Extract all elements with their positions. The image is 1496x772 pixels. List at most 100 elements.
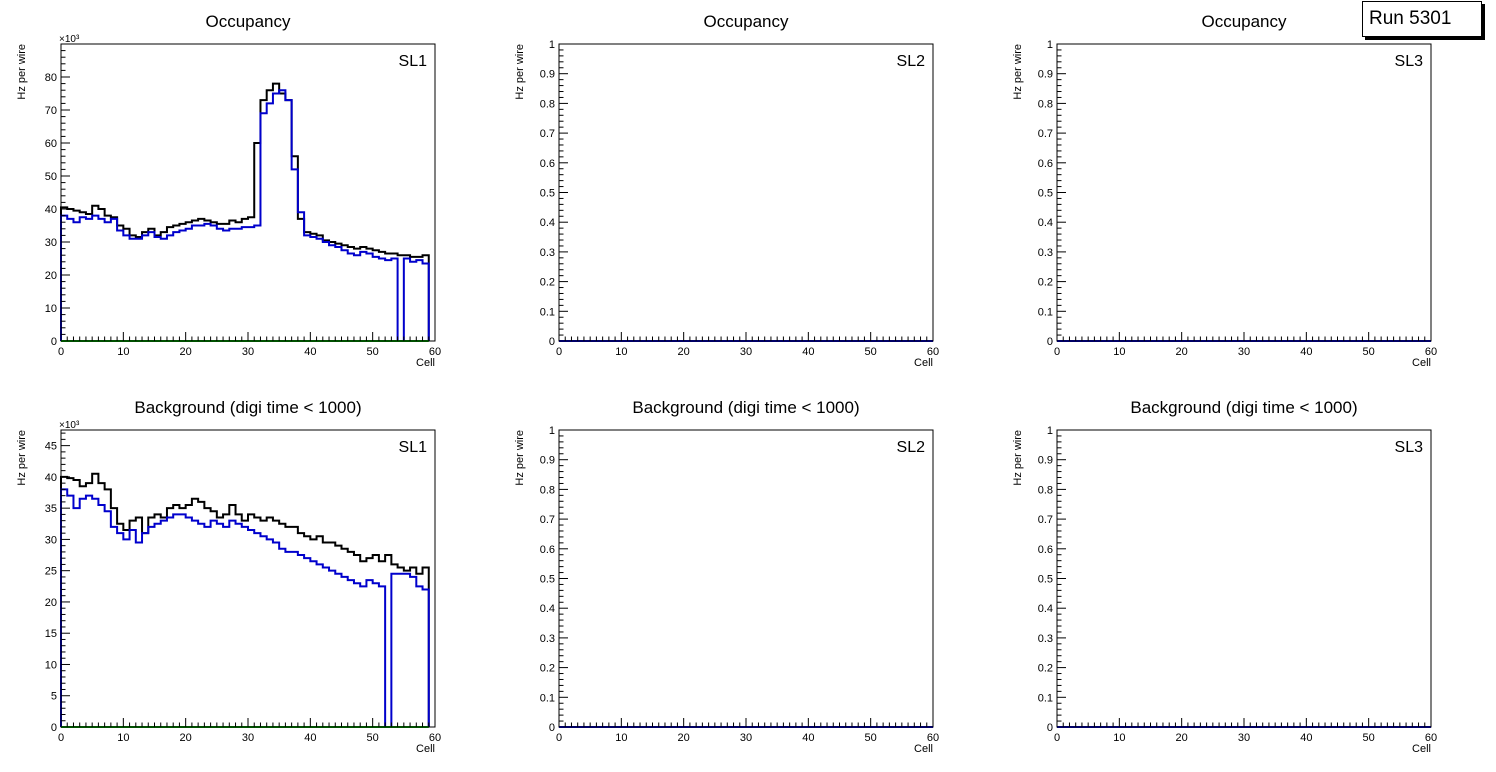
y-tick-label: 40 <box>45 204 57 216</box>
y-tick-label: 1 <box>1047 39 1053 51</box>
y-tick-label: 10 <box>45 659 57 671</box>
chart-panel-6: Background (digi time < 1000)0 10 20 30 40 50… <box>1012 398 1437 755</box>
x-tick-label: 60 <box>1425 732 1437 744</box>
x-tick-label: 20 <box>1176 346 1188 358</box>
y-tick-label: 1 <box>549 425 555 437</box>
y-tick-label: 0.8 <box>1038 98 1053 110</box>
y-tick-label: 0.7 <box>540 514 555 526</box>
y-tick-label: 25 <box>45 566 57 578</box>
y-tick-label: 0.4 <box>1038 603 1053 615</box>
x-axis-label: Cell <box>914 743 933 755</box>
y-tick-label: 20 <box>45 597 57 609</box>
x-tick-label: 30 <box>1238 732 1250 744</box>
x-tick-label: 10 <box>1113 346 1125 358</box>
series-blue <box>60 89 430 342</box>
x-tick-label: 40 <box>802 732 814 744</box>
y-tick-label: 0.1 <box>1038 692 1053 704</box>
y-tick-label: 0.5 <box>1038 188 1053 200</box>
chart-panel-4: Background (digi time < 1000)0 10 20 30 40 50… <box>16 398 441 755</box>
y-tick-label: 35 <box>45 503 57 515</box>
y-tick-label: 0.7 <box>540 128 555 140</box>
y-tick-label: 30 <box>45 534 57 546</box>
y-tick-label: 1 <box>549 39 555 51</box>
y-tick-label: 0.8 <box>540 484 555 496</box>
y-tick-label: 0.2 <box>1038 277 1053 289</box>
plot-frame <box>1056 429 1432 728</box>
y-tick-label: 0 <box>549 722 555 734</box>
y-tick-label: 70 <box>45 105 57 117</box>
x-tick-label: 30 <box>242 346 254 358</box>
x-tick-label: 40 <box>1300 732 1312 744</box>
y-tick-label: 0.3 <box>1038 247 1053 259</box>
y-tick-label: 0 <box>1047 722 1053 734</box>
y-tick-label: 0.2 <box>540 277 555 289</box>
x-tick-label: 60 <box>429 732 441 744</box>
x-tick-label: 60 <box>429 346 441 358</box>
x-tick-label: 40 <box>304 346 316 358</box>
y-tick-label: 0.5 <box>540 574 555 586</box>
plot-frame <box>558 43 934 342</box>
superlayer-label: SL2 <box>897 53 926 70</box>
x-tick-label: 10 <box>117 732 129 744</box>
x-tick-label: 0 <box>556 732 562 744</box>
plot-frame <box>60 429 436 728</box>
y-tick-label: 0.8 <box>1038 484 1053 496</box>
x-tick-label: 50 <box>1363 732 1375 744</box>
y-tick-label: 0.7 <box>1038 514 1053 526</box>
x-tick-label: 20 <box>678 732 690 744</box>
series-blue <box>60 488 430 728</box>
y-tick-label: 10 <box>45 303 57 315</box>
y-multiplier: ×10³ <box>59 34 80 45</box>
chart-title: Occupancy <box>205 12 291 31</box>
plot-frame <box>558 429 934 728</box>
x-tick-label: 40 <box>304 732 316 744</box>
chart-title: Background (digi time < 1000) <box>632 398 859 417</box>
y-tick-label: 0.1 <box>540 306 555 318</box>
y-tick-label: 0.1 <box>1038 306 1053 318</box>
chart-title: Occupancy <box>703 12 789 31</box>
superlayer-label: SL3 <box>1395 439 1424 456</box>
y-tick-label: 0.7 <box>1038 128 1053 140</box>
y-tick-label: 0.5 <box>540 188 555 200</box>
y-tick-label: 0.5 <box>1038 574 1053 586</box>
y-tick-label: 30 <box>45 237 57 249</box>
x-tick-label: 40 <box>1300 346 1312 358</box>
x-tick-label: 0 <box>1054 346 1060 358</box>
y-tick-label: 0.8 <box>540 98 555 110</box>
y-tick-label: 0.9 <box>540 455 555 467</box>
chart-panel-5: Background (digi time < 1000)0 10 20 30 40 50… <box>514 398 939 755</box>
y-axis-label: Hz per wire <box>514 44 526 100</box>
y-tick-label: 40 <box>45 472 57 484</box>
y-tick-label: 20 <box>45 270 57 282</box>
y-tick-label: 0.6 <box>540 158 555 170</box>
x-tick-label: 60 <box>1425 346 1437 358</box>
y-tick-label: 0 <box>1047 336 1053 348</box>
y-tick-label: 50 <box>45 171 57 183</box>
y-tick-label: 0.9 <box>540 69 555 81</box>
y-tick-label: 0.1 <box>540 692 555 704</box>
y-tick-label: 0 <box>51 336 57 348</box>
y-tick-label: 0.4 <box>540 603 555 615</box>
x-tick-label: 10 <box>615 346 627 358</box>
y-tick-label: 0.2 <box>1038 663 1053 675</box>
x-tick-label: 20 <box>1176 732 1188 744</box>
y-tick-label: 45 <box>45 441 57 453</box>
x-axis-label: Cell <box>416 743 435 755</box>
x-tick-label: 20 <box>180 346 192 358</box>
superlayer-label: SL3 <box>1395 53 1424 70</box>
y-tick-label: 0.9 <box>1038 455 1053 467</box>
x-tick-label: 50 <box>1363 346 1375 358</box>
x-tick-label: 0 <box>1054 732 1060 744</box>
y-tick-label: 5 <box>51 691 57 703</box>
y-tick-label: 0.4 <box>540 217 555 229</box>
y-tick-label: 15 <box>45 628 57 640</box>
x-tick-label: 20 <box>180 732 192 744</box>
x-tick-label: 60 <box>927 346 939 358</box>
x-tick-label: 30 <box>242 732 254 744</box>
y-tick-label: 0.6 <box>1038 544 1053 556</box>
series-total <box>60 472 430 727</box>
x-tick-label: 50 <box>367 346 379 358</box>
chart-title: Occupancy <box>1201 12 1287 31</box>
